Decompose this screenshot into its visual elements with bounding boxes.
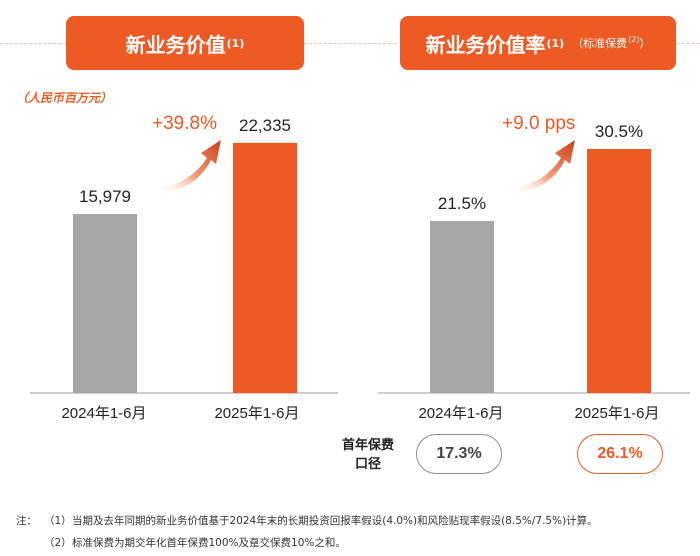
footnote-number: （1） bbox=[44, 515, 72, 527]
right-title-note: (1) bbox=[546, 36, 565, 50]
footnotes: 注： （1） 当期及去年同期的新业务价值基于2024年末的长期投资回报率假设(4… bbox=[16, 510, 598, 554]
left-category-2025: 2025年1-6月 bbox=[214, 405, 300, 422]
right-category-2024: 2024年1-6月 bbox=[418, 405, 504, 422]
left-category-2024: 2024年1-6月 bbox=[61, 405, 147, 422]
basis-label-line2: 口径 bbox=[354, 457, 381, 472]
right-bar-2025 bbox=[587, 149, 651, 393]
footnote-number: （2） bbox=[44, 537, 72, 549]
left-title-note: (1) bbox=[226, 36, 245, 50]
basis-value-2024: 17.3% bbox=[416, 434, 502, 474]
footnote-2: （2） 标准保费为期交年化首年保费100%及趸交保费10%之和。 bbox=[16, 532, 598, 554]
left-bar-2024 bbox=[73, 214, 137, 393]
footnote-1: 注： （1） 当期及去年同期的新业务价值基于2024年末的长期投资回报率假设(4… bbox=[16, 510, 598, 532]
right-bar-2024 bbox=[430, 221, 494, 393]
basis-value-2025: 26.1% bbox=[577, 434, 663, 474]
unit-label: （人民币百万元） bbox=[16, 91, 113, 105]
right-chart-title: 新业务价值率 bbox=[425, 32, 546, 57]
right-subtitle-text: （标准保费 bbox=[572, 37, 628, 50]
left-growth-arrow-icon bbox=[158, 140, 221, 192]
left-chart-title: 新业务价值 bbox=[125, 32, 226, 57]
header-deco-line bbox=[0, 43, 66, 44]
right-chart-header: 新业务价值率 (1) （标准保费(2)） bbox=[400, 16, 676, 70]
right-growth-label: +9.0 pps bbox=[502, 113, 576, 134]
header-deco-line bbox=[304, 43, 396, 44]
left-chart-header: 新业务价值 (1) bbox=[66, 16, 304, 70]
left-bar-value-2024: 15,979 bbox=[79, 187, 131, 207]
footnote-text: 标准保费为期交年化首年保费100%及趸交保费10%之和。 bbox=[72, 537, 346, 549]
right-category-2025: 2025年1-6月 bbox=[574, 405, 660, 422]
right-subtitle-note: (2) bbox=[628, 35, 640, 44]
basis-label: 首年保费 口径 bbox=[330, 436, 406, 474]
right-growth-arrow-icon bbox=[512, 140, 575, 192]
right-bar-value-2024: 21.5% bbox=[437, 194, 487, 213]
footnote-label: 注： bbox=[16, 515, 37, 527]
left-bar-2025 bbox=[233, 142, 297, 393]
right-bar-value-2025: 30.5% bbox=[594, 122, 644, 141]
right-chart-subtitle: （标准保费(2)） bbox=[572, 35, 650, 51]
left-bar-value-2025: 22,335 bbox=[239, 115, 291, 135]
left-growth-label: +39.8% bbox=[152, 113, 217, 134]
header-deco-line bbox=[676, 43, 700, 44]
basis-label-line1: 首年保费 bbox=[341, 438, 394, 453]
right-subtitle-close: ） bbox=[639, 37, 651, 50]
footnote-text: 当期及去年同期的新业务价值基于2024年末的长期投资回报率假设(4.0%)和风险… bbox=[72, 515, 598, 527]
